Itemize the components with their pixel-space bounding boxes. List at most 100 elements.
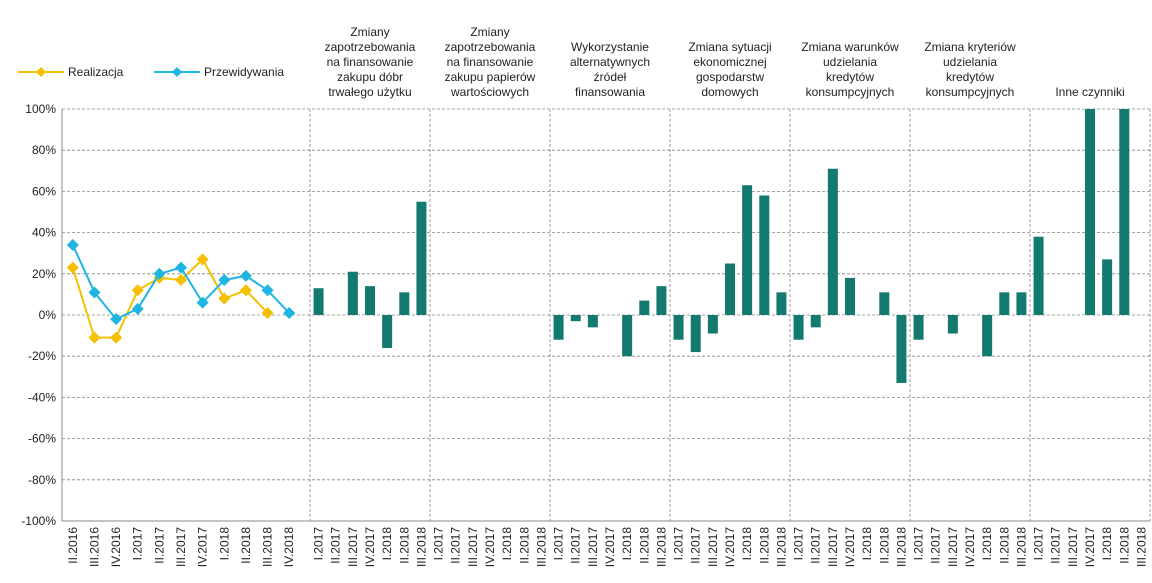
x-tick-label: I.2018: [380, 527, 394, 561]
x-tick-label: II.2017: [569, 527, 583, 564]
panel-title: Zmiana warunków: [801, 40, 899, 54]
x-tick-label: IV.2017: [723, 527, 737, 568]
panel-title: Inne czynniki: [1055, 85, 1124, 99]
x-tick-label: II.2017: [929, 527, 943, 564]
panel-title: konsumpcyjnych: [806, 85, 895, 99]
x-tick-label: I.2017: [131, 527, 145, 561]
bar: [896, 315, 907, 383]
bar: [587, 315, 598, 328]
panel-title: Wykorzystanie: [571, 40, 649, 54]
marker: [261, 284, 274, 297]
x-tick-label: IV.2017: [196, 527, 210, 568]
x-tick-label: III.2018: [414, 527, 428, 567]
marker: [239, 284, 252, 297]
x-tick-label: III.2017: [1066, 527, 1080, 567]
x-tick-label: IV.2017: [843, 527, 857, 568]
x-tick-label: IV.2017: [363, 527, 377, 568]
legend-label: Przewidywania: [204, 65, 284, 79]
bar: [879, 292, 890, 315]
bar: [776, 292, 787, 315]
x-tick-label: I.2018: [500, 527, 514, 561]
bar: [1119, 109, 1130, 315]
bar: [827, 168, 838, 315]
panel-title: kredytów: [946, 70, 994, 84]
legend-marker: [36, 67, 46, 77]
x-tick-label: III.2017: [346, 527, 360, 567]
bar: [570, 315, 581, 322]
x-tick-label: I.2018: [740, 527, 754, 561]
marker: [196, 253, 209, 266]
panel-title: kredytów: [826, 70, 874, 84]
y-tick-label: 60%: [32, 184, 56, 198]
panel-title: na finansowanie: [447, 55, 534, 69]
panel-title: trwałego użytku: [328, 85, 411, 99]
bar: [913, 315, 924, 340]
x-tick-label: IV.2017: [1083, 527, 1097, 568]
panel-title: konsumpcyjnych: [926, 85, 1015, 99]
panel-title: wartościowych: [450, 85, 529, 99]
x-tick-label: I.2018: [1100, 527, 1114, 561]
x-tick-label: I.2017: [552, 527, 566, 561]
x-tick-label: I.2018: [860, 527, 874, 561]
y-tick-label: 40%: [32, 226, 56, 240]
x-tick-label: III.2018: [654, 527, 668, 567]
bar: [982, 315, 993, 357]
bar: [399, 292, 410, 315]
bar: [690, 315, 701, 353]
bar: [673, 315, 684, 340]
marker: [110, 331, 123, 344]
legend-marker: [172, 67, 182, 77]
x-tick-label: III.2017: [586, 527, 600, 567]
marker: [196, 296, 209, 309]
x-tick-label: IV.2017: [483, 527, 497, 568]
x-tick-label: III.2018: [534, 527, 548, 567]
bar: [1085, 109, 1095, 315]
bar: [622, 315, 633, 357]
marker: [283, 306, 296, 319]
x-tick-label: III.2016: [87, 527, 101, 567]
bar: [810, 315, 821, 328]
x-tick-label: III.2018: [261, 527, 275, 567]
marker: [218, 273, 231, 286]
bar: [1102, 259, 1113, 315]
panel-title: alternatywnych: [570, 55, 650, 69]
x-tick-label: II.2017: [329, 527, 343, 564]
bar: [382, 315, 393, 348]
y-tick-label: 0%: [39, 308, 57, 322]
x-tick-label: III.2017: [466, 527, 480, 567]
marker: [218, 292, 231, 305]
bar: [553, 315, 564, 340]
panel-title: domowych: [701, 85, 758, 99]
x-tick-label: I.2017: [912, 527, 926, 561]
line: [71, 257, 269, 339]
x-tick-label: II.2017: [689, 527, 703, 564]
marker: [88, 286, 101, 299]
x-tick-label: I.2017: [432, 527, 446, 561]
bar: [639, 300, 650, 315]
x-tick-label: II.2017: [1049, 527, 1063, 564]
x-tick-label: II.2018: [877, 527, 891, 564]
bar: [845, 277, 855, 315]
x-tick-label: II.2018: [997, 527, 1011, 564]
x-tick-label: II.2018: [757, 527, 771, 564]
panel-title: zakupu dóbr: [337, 70, 403, 84]
marker: [66, 261, 79, 274]
x-tick-label: III.2017: [174, 527, 188, 567]
panel-title: Zmiana sytuacji: [688, 40, 771, 54]
x-tick-label: I.2018: [980, 527, 994, 561]
x-tick-label: I.2018: [620, 527, 634, 561]
x-tick-label: II.2017: [449, 527, 463, 564]
x-tick-label: II.2017: [152, 527, 166, 564]
bar: [742, 185, 753, 315]
bar: [416, 201, 427, 315]
y-tick-label: 20%: [32, 267, 56, 281]
marker: [110, 313, 123, 326]
marker: [239, 269, 252, 282]
marker: [66, 238, 79, 251]
bar: [725, 263, 735, 315]
y-tick-label: -20%: [28, 349, 56, 363]
bar: [347, 271, 358, 315]
panel-title: Zmiany: [350, 25, 389, 39]
x-tick-label: II.2016: [66, 527, 80, 564]
y-tick-label: 80%: [32, 143, 56, 157]
